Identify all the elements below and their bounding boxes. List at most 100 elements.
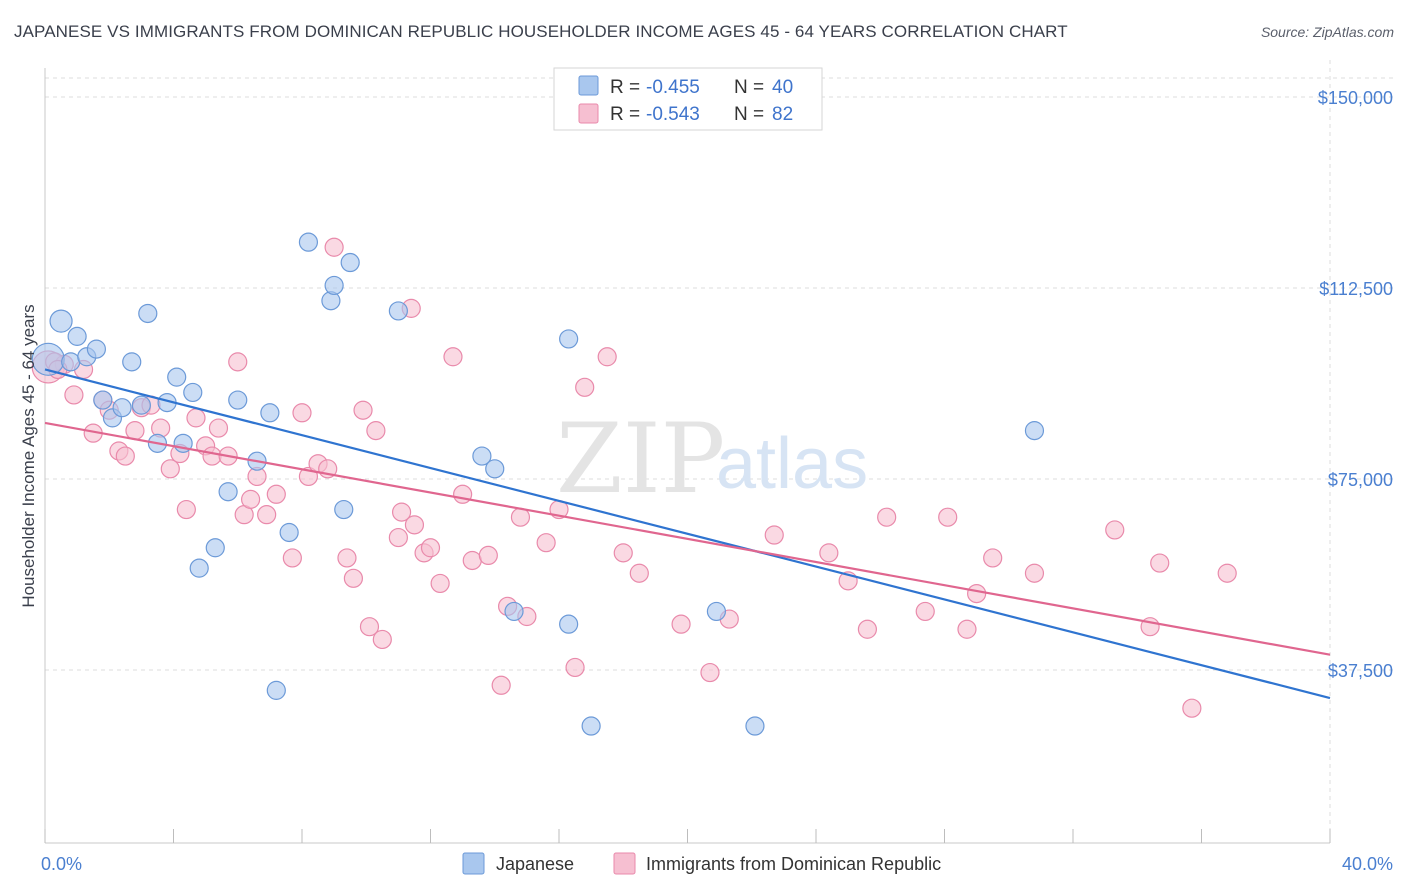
point-dominican-61: [671, 614, 691, 634]
point-japanese-3: [67, 326, 87, 346]
point-dominican-35: [353, 400, 373, 420]
point-japanese-36: [581, 716, 601, 736]
point-dominican-73: [983, 548, 1003, 568]
point-dominican-27: [282, 548, 302, 568]
legend-box: [553, 67, 823, 131]
point-japanese-39: [1024, 421, 1045, 441]
point-japanese-23: [279, 522, 299, 543]
point-japanese-11: [138, 303, 158, 324]
axes: [44, 68, 1331, 844]
point-dominican-69: [915, 601, 935, 622]
bottom-legend-label-dominican: Immigrants from Dominican Republic: [646, 854, 941, 874]
point-japanese-19: [218, 482, 238, 502]
point-dominican-2: [64, 385, 84, 405]
point-japanese-30: [388, 301, 408, 321]
point-japanese-33: [504, 601, 524, 622]
point-dominican-26: [266, 484, 286, 504]
y-axis-label: Householder Income Ages 45 - 64 years: [19, 304, 38, 607]
trend-lines: [44, 368, 1331, 700]
chart-title: JAPANESE VS IMMIGRANTS FROM DOMINICAN RE…: [14, 22, 1068, 41]
legend-swatch-japanese: [578, 75, 599, 96]
bottom-legend-swatch-japanese: [462, 852, 485, 875]
trend-line-japanese: [44, 368, 1331, 700]
y-tick-label-0: $37,500: [1328, 661, 1393, 681]
point-dominican-9: [125, 421, 145, 441]
point-japanese-18: [205, 538, 225, 558]
point-dominican-28: [292, 403, 312, 423]
point-dominican-25: [257, 505, 277, 525]
point-japanese-28: [340, 252, 360, 273]
point-japanese-5: [86, 339, 107, 359]
point-dominican-15: [176, 499, 196, 520]
bottom-legend-swatch-dominican: [613, 852, 636, 875]
point-dominican-45: [430, 573, 450, 594]
point-japanese-16: [183, 382, 203, 403]
point-dominican-46: [443, 347, 463, 367]
point-japanese-10: [131, 395, 151, 415]
point-japanese-24: [266, 680, 286, 700]
point-dominican-58: [597, 347, 617, 367]
point-japanese-32: [485, 459, 505, 479]
legend-n-label-2: N =: [734, 104, 764, 125]
point-dominican-33: [337, 548, 357, 568]
legend-n-label-1: N =: [734, 77, 764, 98]
x-tick-label-1: 40.0%: [1342, 854, 1393, 874]
point-dominican-34: [343, 568, 363, 588]
point-dominican-68: [877, 507, 897, 527]
watermark: ZIP atlas: [556, 403, 868, 515]
point-dominican-75: [1105, 520, 1125, 540]
legend-r-value-2: -0.543: [646, 104, 700, 125]
point-dominican-74: [1024, 563, 1045, 583]
bottom-legend-label-japanese: Japanese: [496, 854, 574, 874]
point-dominican-16: [186, 408, 206, 428]
point-japanese-29: [334, 499, 354, 520]
watermark-atlas: atlas: [716, 424, 868, 504]
series-legend: Japanese Immigrants from Dominican Repub…: [462, 852, 941, 875]
point-japanese-17: [189, 558, 209, 578]
point-dominican-48: [462, 550, 482, 571]
point-dominican-36: [359, 617, 380, 637]
point-dominican-59: [613, 543, 633, 563]
legend-n-value-2: 82: [772, 104, 793, 125]
point-japanese-31: [472, 446, 492, 466]
watermark-zip: ZIP: [556, 403, 725, 515]
point-dominican-60: [629, 563, 649, 583]
point-dominican-38: [372, 629, 392, 650]
legend-n-value-1: 40: [772, 77, 793, 98]
point-japanese-27: [324, 275, 344, 296]
point-dominican-23: [241, 489, 261, 509]
point-dominican-64: [764, 525, 784, 545]
point-dominican-54: [536, 533, 556, 553]
point-japanese-8: [112, 398, 132, 418]
point-dominican-37: [366, 421, 386, 441]
point-dominican-78: [1182, 698, 1202, 718]
point-dominican-40: [391, 502, 412, 522]
point-dominican-8: [115, 446, 135, 466]
point-japanese-34: [559, 329, 579, 349]
source-credit: Source: ZipAtlas.com: [1260, 24, 1394, 40]
y-tick-label-1: $75,000: [1328, 470, 1393, 490]
point-dominican-65: [819, 543, 839, 563]
trend-line-dominican: [44, 421, 1331, 656]
point-dominican-47: [453, 484, 473, 504]
point-dominican-71: [957, 619, 977, 639]
point-dominican-13: [160, 459, 180, 479]
x-tick-label-0: 0.0%: [41, 854, 82, 874]
correlation-legend: R = -0.455 N = 40 R = -0.543 N = 82: [553, 67, 823, 131]
point-dominican-79: [1217, 563, 1237, 583]
point-japanese-37: [706, 601, 727, 622]
tick-labels: $37,500 $75,000 $112,500 $150,000 0.0% 40.0%: [41, 88, 1393, 874]
point-dominican-72: [967, 583, 987, 604]
legend-r-value-1: -0.455: [646, 77, 700, 98]
point-dominican-19: [208, 418, 229, 438]
point-dominican-49: [478, 545, 498, 566]
y-tick-label-3: $150,000: [1318, 88, 1393, 108]
point-dominican-56: [565, 657, 585, 678]
point-dominican-57: [575, 377, 595, 397]
legend-r-label-2: R =: [610, 104, 640, 125]
point-dominican-62: [700, 662, 720, 683]
y-tick-label-2: $112,500: [1319, 279, 1393, 299]
point-dominican-44: [420, 538, 441, 558]
point-japanese-9: [122, 352, 142, 372]
